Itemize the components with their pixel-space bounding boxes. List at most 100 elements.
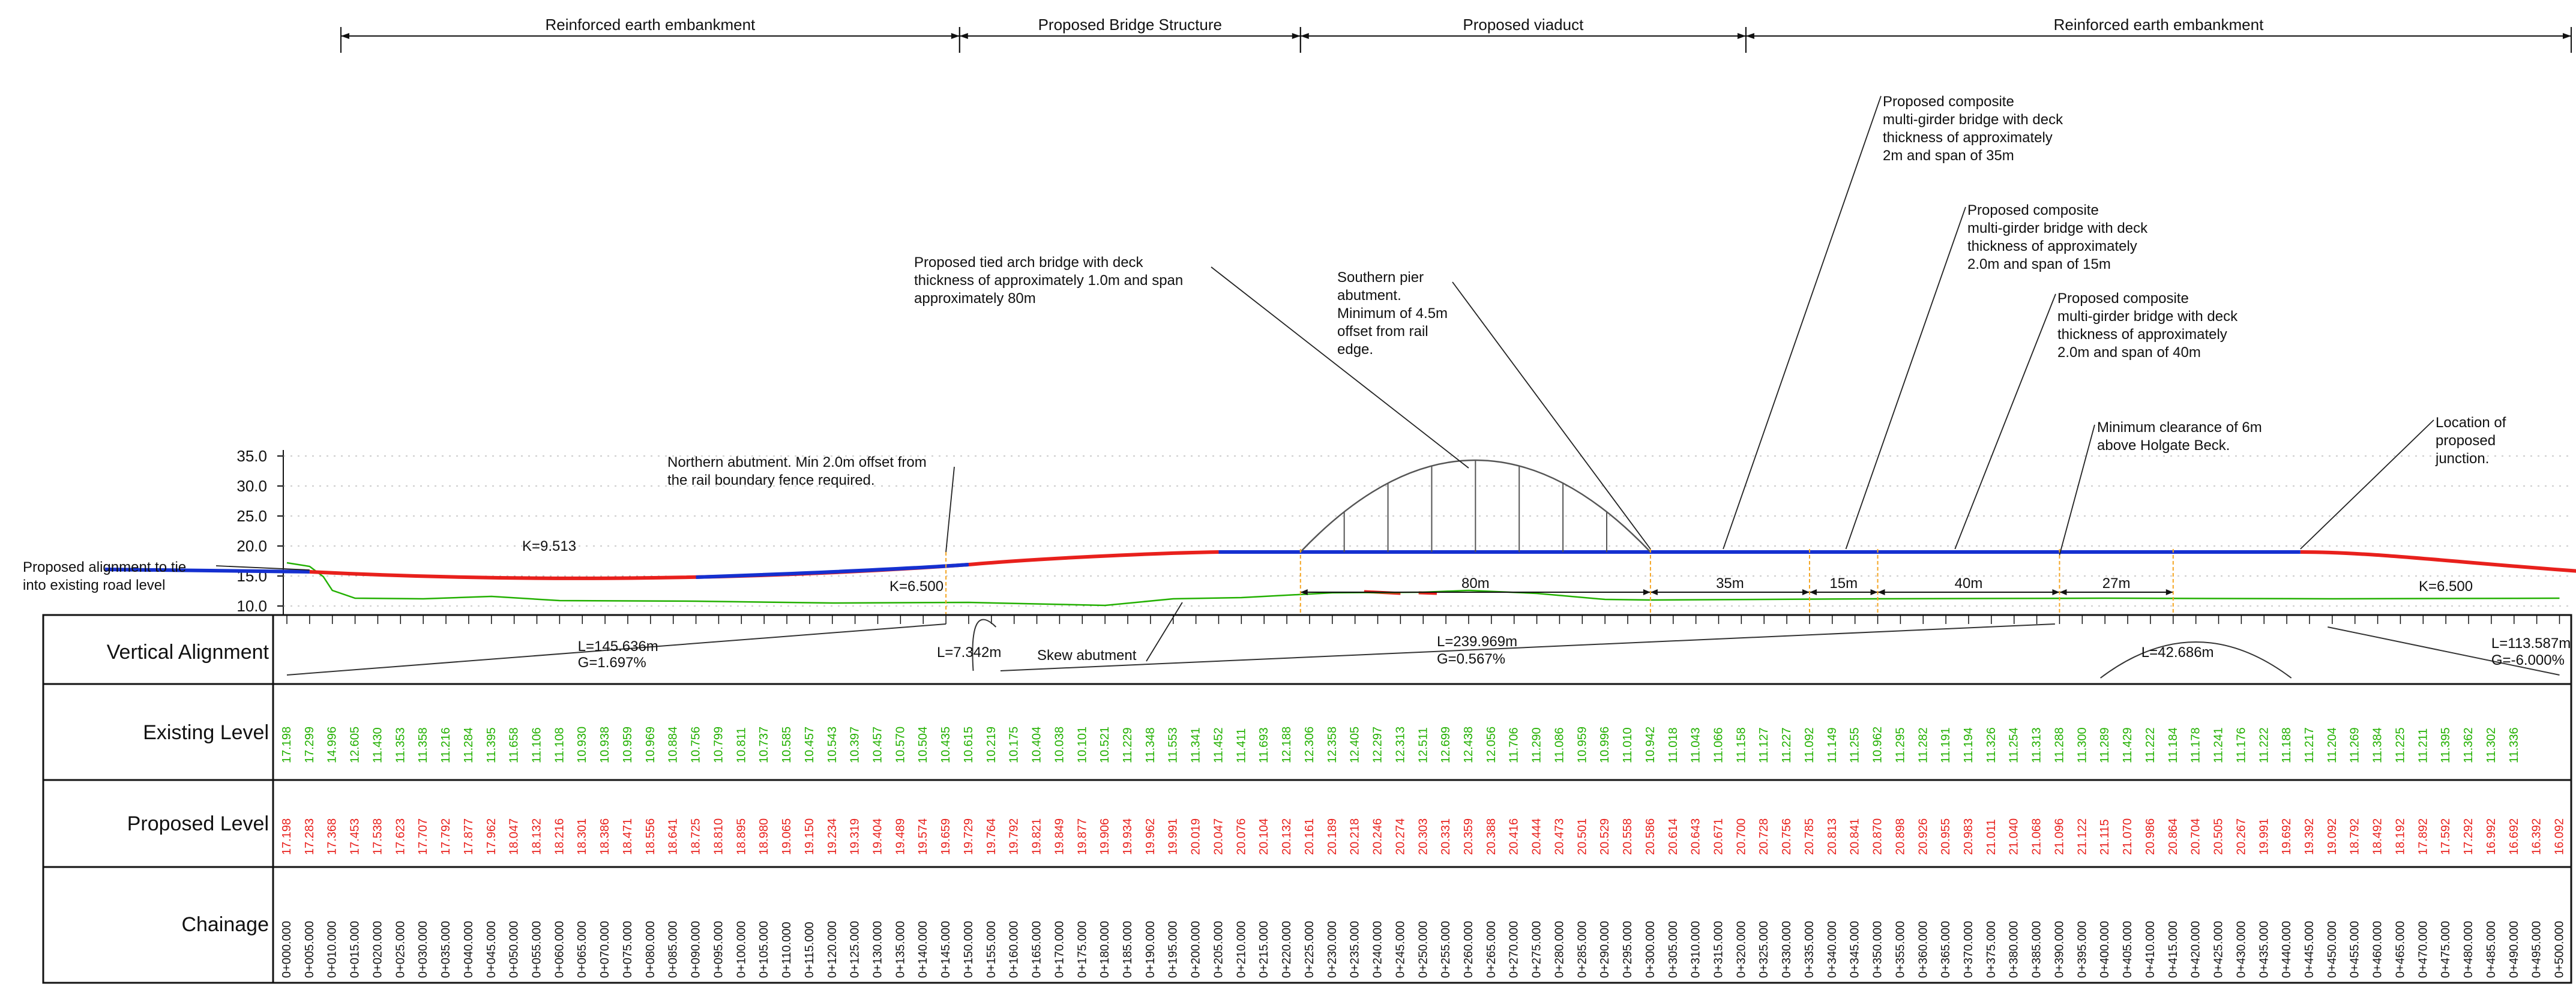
cell-value: 19.392 [2303,818,2316,855]
cell-value: 0+350.000 [1871,921,1885,978]
span-label: 80m [1461,575,1490,592]
cell-value: 11.066 [1712,727,1725,763]
cell-value: 20.864 [2167,818,2180,855]
annotation-line: Proposed composite [2057,290,2189,307]
cell-value: 0+235.000 [1349,921,1362,978]
cell-value: 11.384 [2371,727,2385,763]
cell-value: 18.386 [598,818,612,855]
cell-value: 0+105.000 [757,921,771,978]
existing-level-row: 17.198 17.299 14.996 12.605 11.430 11.353 11.3… [280,727,2521,763]
cell-value: 0+405.000 [2121,921,2134,978]
cell-value: 11.362 [2462,727,2475,763]
cell-value: 19.792 [1008,818,1021,855]
annotation-line: junction. [2435,451,2489,467]
cell-value: 0+330.000 [1780,921,1793,978]
cell-value: 11.204 [2326,727,2339,763]
cell-value: 0+455.000 [2349,921,2362,978]
cell-value: 19.065 [780,818,793,855]
cell-value: 0+210.000 [1235,921,1248,978]
cell-value: 11.430 [371,727,384,763]
cell-value: 10.969 [644,727,657,763]
annotation-north-abutment: Northern abutment. Min 2.0m offset from t… [667,454,927,488]
cell-value: 21.122 [2075,818,2089,855]
cell-value: 12.405 [1349,727,1362,763]
cell-value: 19.849 [1053,818,1066,855]
cell-value: 0+140.000 [916,921,930,978]
cell-value: 0+090.000 [690,921,703,978]
cell-value: 19.404 [871,818,884,855]
cell-value: 19.906 [1098,818,1112,855]
cell-value: 0+355.000 [1894,921,1907,978]
cell-value: 20.019 [1190,818,1203,855]
cell-value: 0+395.000 [2075,921,2089,978]
annotation-skew: Skew abutment [1037,647,1137,664]
cell-value: 19.234 [826,818,839,855]
cell-value: 11.229 [1121,727,1134,763]
leader-line [1845,206,1966,550]
cell-value: 16.692 [2508,818,2521,855]
cell-value: 0+375.000 [1985,921,1998,978]
cell-value: 10.521 [1098,727,1112,763]
cell-value: 0+030.000 [417,921,430,978]
span-arrowheads [1809,589,1878,595]
cell-value: 21.096 [2053,818,2066,855]
cell-value: 11.255 [1849,727,1862,763]
cell-value: 20.704 [2189,818,2203,855]
cell-value: 0+150.000 [962,921,975,978]
cell-value: 20.104 [1257,818,1271,855]
cell-value: 11.222 [2144,727,2157,763]
cell-value: 12.511 [1416,727,1430,763]
elevation-axis: 35.030.025.020.015.010.0 [236,447,284,615]
grade-line-3 [2328,626,2560,676]
cell-value: 20.785 [1803,818,1816,855]
cell-value: 0+275.000 [1530,921,1544,978]
k-label-2: K=6.500 [889,578,943,595]
cell-value: 0+340.000 [1826,921,1839,978]
cell-value: 11.284 [462,727,475,763]
cell-value: 0+280.000 [1553,921,1566,978]
annotation-junction: Location of proposed junction. [2435,415,2506,467]
cell-value: 0+050.000 [508,921,521,978]
section-label: Proposed Bridge Structure [1038,16,1222,34]
vertical-alignment-label: G=-6.000% [2491,652,2565,668]
cell-value: 20.388 [1485,818,1498,855]
cell-value: 18.810 [712,818,725,855]
annotation-tied-arch: Proposed tied arch bridge with deck thick… [914,254,1183,307]
cell-value: 0+325.000 [1757,921,1771,978]
cell-value: 11.395 [2439,727,2452,763]
cell-value: 11.693 [1257,727,1271,763]
cell-value: 20.728 [1757,818,1771,855]
tie-in-segment [105,568,310,574]
cell-value: 19.692 [2280,818,2293,855]
cell-value: 0+410.000 [2144,921,2157,978]
span-label: 35m [1716,575,1744,592]
cell-value: 0+430.000 [2234,921,2248,978]
cell-value: 0+490.000 [2508,921,2521,978]
cell-value: 11.178 [2189,727,2203,763]
cell-value: 0+245.000 [1394,921,1407,978]
cell-value: 17.368 [326,818,339,855]
cell-value: 20.076 [1235,818,1248,855]
cell-value: 20.986 [2144,818,2157,855]
cell-value: 0+180.000 [1098,921,1112,978]
cell-value: 11.241 [2212,727,2225,763]
cell-value: 0+500.000 [2553,921,2566,978]
cell-value: 0+070.000 [598,921,612,978]
cell-value: 0+270.000 [1508,921,1521,978]
cell-value: 0+165.000 [1031,921,1044,978]
cell-value: 0+415.000 [2167,921,2180,978]
vertical-alignment-label: L=113.587m [2491,635,2571,652]
cell-value: 0+200.000 [1190,921,1203,978]
cell-value: 0+175.000 [1076,921,1089,978]
cell-value: 0+315.000 [1712,921,1725,978]
cell-value: 0+185.000 [1121,921,1134,978]
cell-value: 0+120.000 [826,921,839,978]
cell-value: 19.821 [1031,818,1044,855]
section-headers: Reinforced earth embankment Proposed Brid… [340,16,2572,53]
cell-value: 11.106 [531,727,544,763]
cell-value: 16.992 [2485,818,2498,855]
cell-value: 11.010 [1621,727,1634,763]
vertical-alignment-label: L=7.342m [937,644,1001,661]
table-frame [42,614,2572,984]
